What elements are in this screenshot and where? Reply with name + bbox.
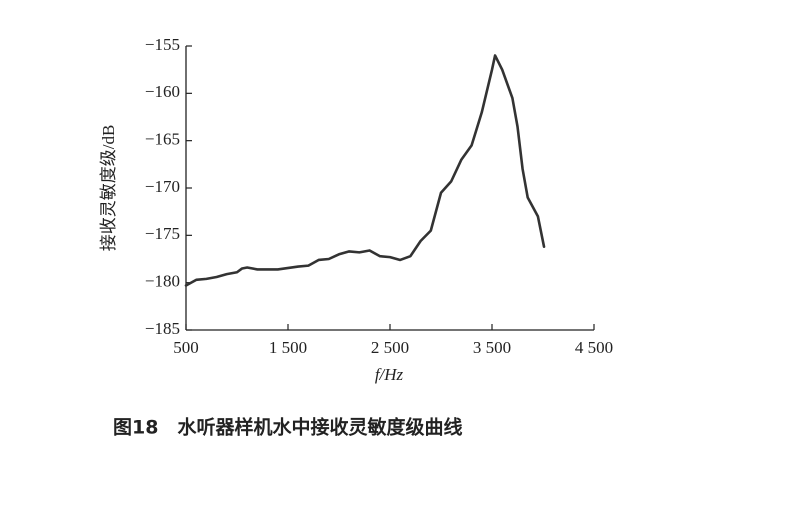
y-tick-label: −175 bbox=[145, 224, 180, 243]
y-tick-label: −170 bbox=[145, 177, 180, 196]
x-tick-label: 1 500 bbox=[269, 338, 307, 357]
x-tick-label: 4 500 bbox=[575, 338, 613, 357]
x-tick-label: 3 500 bbox=[473, 338, 511, 357]
y-tick-label: −165 bbox=[145, 130, 180, 149]
y-tick-label: −160 bbox=[145, 82, 180, 101]
y-tick-label: −180 bbox=[145, 272, 180, 291]
x-axis-label: f/Hz bbox=[375, 365, 404, 384]
x-tick-label: 2 500 bbox=[371, 338, 409, 357]
caption: 图18 水听器样机水中接收灵敏度级曲线 bbox=[113, 416, 462, 439]
y-axis-label: 接收灵敏度级/dB bbox=[99, 125, 118, 252]
y-tick-label: −185 bbox=[145, 319, 180, 338]
y-tick-label: −155 bbox=[145, 35, 180, 54]
x-tick-label: 500 bbox=[173, 338, 199, 357]
data-line bbox=[184, 54, 546, 287]
